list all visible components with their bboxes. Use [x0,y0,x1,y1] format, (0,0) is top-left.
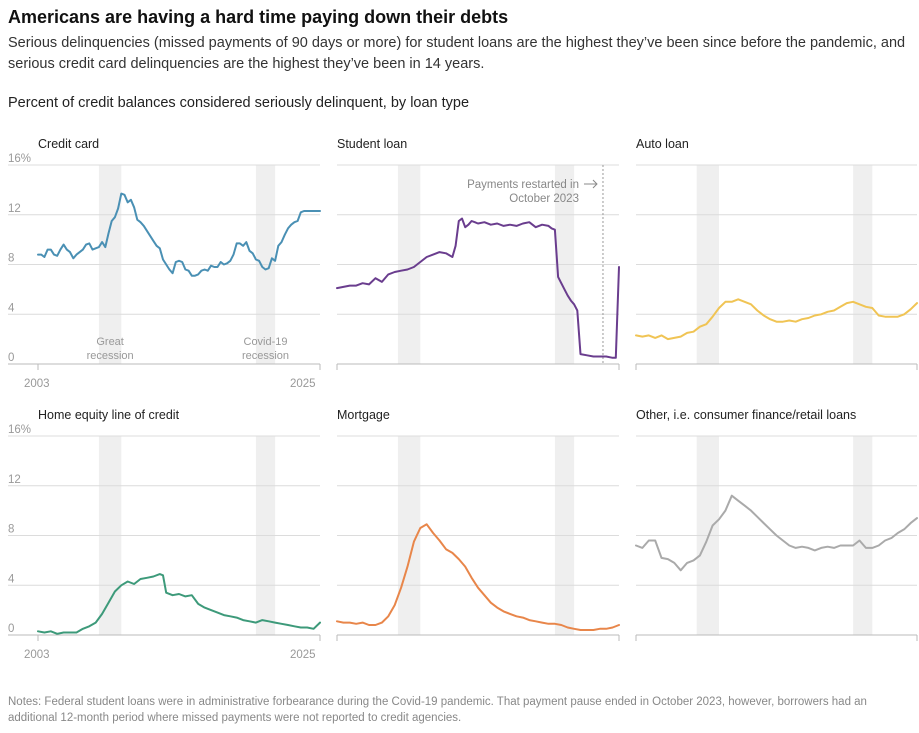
x-tick-label: 2003 [24,649,50,661]
recession-label: recession [87,350,134,362]
panel-auto_loan: Auto loan [635,137,918,370]
series-line-mortgage [336,523,620,631]
x-tick-label: 2025 [290,378,316,390]
panel-title: Other, i.e. consumer finance/retail loan… [636,408,856,422]
series-line-heloc [37,573,321,635]
section-title: Percent of credit balances considered se… [8,95,470,111]
panel-title: Auto loan [636,137,689,151]
y-tick-label: 12 [8,203,21,215]
y-tick-label: 4 [8,302,15,314]
series-line-student_loan [336,217,620,359]
series-line-other [635,494,918,572]
panel-title: Home equity line of credit [38,408,180,422]
y-tick-label: 16% [8,424,31,436]
x-tick-label: 2003 [24,378,50,390]
panel-student_loan: Student loan Payments restarted in October… [336,137,620,370]
panel-credit_card: Great recession Covid-19 recession 0 4 8 12 16% 2… [8,137,321,390]
panel-title: Student loan [337,137,407,151]
recession-label: Covid-19 [244,336,288,348]
recession-label: recession [242,350,289,362]
notes: Notes: Federal student loans were in adm… [8,696,867,724]
y-tick-label: 8 [8,253,14,265]
chart-subtitle: Serious delinquencies (missed payments o… [8,35,906,72]
panel-title: Credit card [38,137,99,151]
recession-label: Great [96,336,124,348]
series-line-auto_loan [635,298,918,341]
chart-title: Americans are having a hard time paying … [8,7,509,27]
x-tick-label: 2025 [290,649,316,661]
y-tick-label: 12 [8,474,21,486]
panel-other: Other, i.e. consumer finance/retail loan… [635,408,918,641]
annotation-text: Payments restarted in [467,179,579,191]
panel-heloc: 0 4 8 12 16% 2003 2025 Home equity line of cred… [8,408,321,661]
annotation-text: October 2023 [509,193,579,205]
y-tick-label: 16% [8,153,31,165]
panel-mortgage: Mortgage [336,408,620,641]
panel-title: Mortgage [337,408,390,422]
annotation-arrow [583,179,598,189]
y-tick-label: 8 [8,524,14,536]
y-tick-label: 4 [8,573,15,585]
series-line-credit_card [37,192,321,277]
y-tick-label: 0 [8,623,14,635]
y-tick-label: 0 [8,352,14,364]
